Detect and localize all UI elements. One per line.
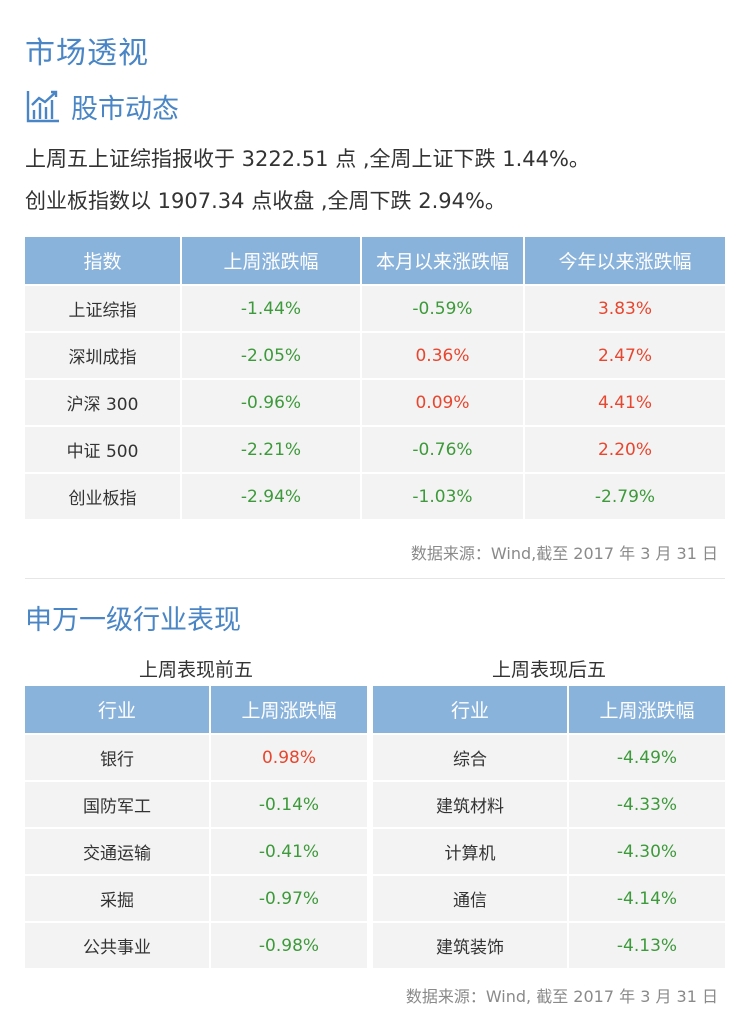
bar-chart-trend-icon [26,90,59,123]
week-change: 0.98% [211,733,367,780]
month-change: -0.59% [362,284,525,331]
table-row: 采掘 -0.97% [25,874,367,921]
year-change: 2.47% [525,331,725,378]
week-change: -0.97% [211,874,367,921]
index-name: 深圳成指 [25,331,182,378]
month-change: -0.76% [362,425,525,472]
table-row: 通信 -4.14% [373,874,725,921]
week-change: -1.44% [182,284,362,331]
industry-section-title: 申万一级行业表现 [25,605,241,636]
bottom-five-title: 上周表现后五 [491,659,606,681]
week-change: -4.14% [569,874,725,921]
year-change: 2.20% [525,425,725,472]
month-change: 0.09% [362,378,525,425]
industry-name: 国防军工 [25,780,211,827]
section-header-stock-dynamics: 股市动态 [25,88,179,125]
industry-name: 建筑装饰 [373,921,569,968]
table-row: 建筑材料 -4.33% [373,780,725,827]
summary-line-1: 上周五上证综指报收于 3222.51 点 ,全周上证下跌 1.44%。 [25,147,590,171]
table-row: 沪深 300 -0.96% 0.09% 4.41% [25,378,725,425]
year-change: 4.41% [525,378,725,425]
table-row: 公共事业 -0.98% [25,921,367,968]
col-header-week-change: 上周涨跌幅 [569,686,725,733]
week-change: -4.33% [569,780,725,827]
index-name: 沪深 300 [25,378,182,425]
data-source-note: 数据来源：Wind,截至 2017 年 3 月 31 日 [410,544,718,563]
industry-name: 采掘 [25,874,211,921]
week-change: -2.05% [182,331,362,378]
table-row: 银行 0.98% [25,733,367,780]
industry-name: 公共事业 [25,921,211,968]
col-header-week-change: 上周涨跌幅 [182,237,362,284]
table-row: 上证综指 -1.44% -0.59% 3.83% [25,284,725,331]
industry-name: 综合 [373,733,569,780]
week-change: -4.13% [569,921,725,968]
bottom-five-industry-table: 行业 上周涨跌幅 综合 -4.49% 建筑材料 -4.33% 计算机 -4.30… [373,686,725,968]
top-five-title: 上周表现前五 [138,659,253,681]
summary-line-2: 创业板指数以 1907.34 点收盘 ,全周下跌 2.94%。 [25,189,506,213]
col-header-industry: 行业 [25,686,211,733]
table-header-row: 指数 上周涨跌幅 本月以来涨跌幅 今年以来涨跌幅 [25,237,725,284]
col-header-year-change: 今年以来涨跌幅 [525,237,725,284]
week-change: -0.41% [211,827,367,874]
year-change: 3.83% [525,284,725,331]
industry-name: 建筑材料 [373,780,569,827]
table-header-row: 行业 上周涨跌幅 [373,686,725,733]
week-change: -0.96% [182,378,362,425]
table-row: 计算机 -4.30% [373,827,725,874]
top-five-industry-table: 行业 上周涨跌幅 银行 0.98% 国防军工 -0.14% 交通运输 -0.41… [25,686,367,968]
month-change: 0.36% [362,331,525,378]
table-row: 国防军工 -0.14% [25,780,367,827]
week-change: -4.30% [569,827,725,874]
col-header-index: 指数 [25,237,182,284]
col-header-week-change: 上周涨跌幅 [211,686,367,733]
table-row: 交通运输 -0.41% [25,827,367,874]
data-source-note: 数据来源：Wind, 截至 2017 年 3 月 31 日 [405,987,718,1006]
week-change: -4.49% [569,733,725,780]
industry-name: 交通运输 [25,827,211,874]
section-divider [25,578,725,579]
industry-name: 通信 [373,874,569,921]
index-name: 中证 500 [25,425,182,472]
week-change: -0.98% [211,921,367,968]
table-header-row: 行业 上周涨跌幅 [25,686,367,733]
table-row: 中证 500 -2.21% -0.76% 2.20% [25,425,725,472]
col-header-month-change: 本月以来涨跌幅 [362,237,525,284]
week-change: -0.14% [211,780,367,827]
month-change: -1.03% [362,472,525,519]
table-row: 创业板指 -2.94% -1.03% -2.79% [25,472,725,519]
section-title: 股市动态 [71,93,179,125]
table-row: 建筑装饰 -4.13% [373,921,725,968]
week-change: -2.21% [182,425,362,472]
index-name: 上证综指 [25,284,182,331]
index-name: 创业板指 [25,472,182,519]
index-performance-table: 指数 上周涨跌幅 本月以来涨跌幅 今年以来涨跌幅 上证综指 -1.44% -0.… [25,237,725,519]
col-header-industry: 行业 [373,686,569,733]
page-title: 市场透视 [25,36,149,71]
industry-name: 计算机 [373,827,569,874]
week-change: -2.94% [182,472,362,519]
table-row: 综合 -4.49% [373,733,725,780]
industry-name: 银行 [25,733,211,780]
year-change: -2.79% [525,472,725,519]
table-row: 深圳成指 -2.05% 0.36% 2.47% [25,331,725,378]
